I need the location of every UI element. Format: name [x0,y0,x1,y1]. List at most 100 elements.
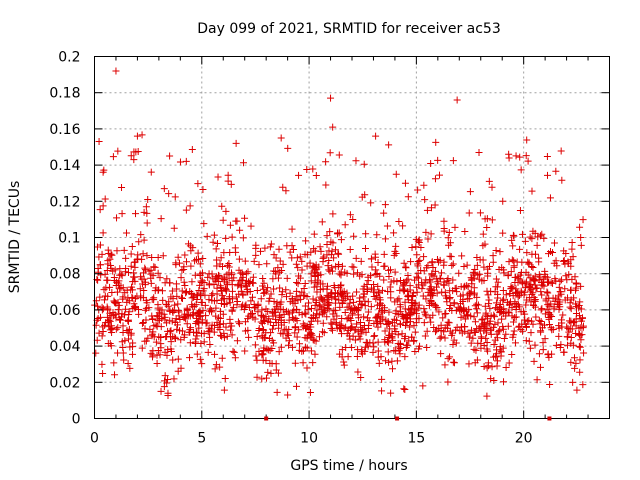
data-point [102,319,110,327]
data-point [284,331,292,339]
data-point [468,276,476,284]
data-point [403,313,411,321]
data-point [292,260,300,268]
data-point [199,254,207,262]
data-point [263,287,271,295]
data-point [194,249,202,257]
data-point [182,206,190,214]
data-point [499,297,507,305]
data-point [304,299,312,307]
data-point [96,261,104,269]
data-point [99,328,107,336]
data-point [459,296,467,304]
data-point [350,263,358,271]
data-point [537,288,545,296]
data-point [274,274,282,282]
data-point [182,157,190,165]
data-point [103,276,111,284]
data-point [114,349,122,357]
data-point [401,298,409,306]
data-point [473,305,481,313]
data-point [457,313,465,321]
data-point [493,283,501,291]
data-point [526,233,534,241]
data-point [92,297,100,305]
data-point [408,244,416,252]
data-point [572,286,580,294]
data-point [264,284,272,292]
data-point [140,287,148,295]
data-point [144,196,152,204]
data-point [538,230,546,238]
data-point [483,392,491,400]
data-point [168,287,176,295]
data-point [498,315,506,323]
data-point [326,149,334,157]
data-point [406,323,414,331]
data-point [130,258,138,266]
data-point-extreme [284,391,292,399]
data-point [459,306,467,314]
data-point [110,359,118,367]
data-point [439,314,447,322]
data-point [500,295,508,303]
data-point [274,264,282,272]
data-point [466,188,474,196]
data-point [154,346,162,354]
data-point [154,313,162,321]
data-point [490,376,498,384]
data-point [577,323,585,331]
data-point [516,206,524,214]
data-point [134,148,142,156]
data-point [494,319,502,327]
data-point [560,257,568,265]
x-tick-label: 20 [515,431,533,447]
data-point [171,333,179,341]
data-point [164,376,172,384]
data-point [328,264,336,272]
data-point [170,375,178,383]
data-point [340,361,348,369]
data-point [500,378,508,386]
data-point [323,285,331,293]
data-point [356,294,364,302]
data-point [252,251,260,259]
data-point [294,264,302,272]
data-point [135,238,143,246]
data-point [102,284,110,292]
data-point [112,314,120,322]
data-point [214,277,222,285]
data-point [444,378,452,386]
data-point [141,337,149,345]
data-point [367,199,375,207]
data-point [576,343,584,351]
data-point [404,292,412,300]
data-point [535,316,543,324]
data-point [249,279,257,287]
data-point [491,320,499,328]
data-point [519,308,527,316]
data-point [551,275,559,283]
data-point [206,333,214,341]
data-point [528,250,536,258]
data-point [196,260,204,268]
data-point [318,328,326,336]
data-point [195,319,203,327]
data-point [218,354,226,362]
data-point [554,296,562,304]
data-point [449,276,457,284]
data-point [395,218,403,226]
data-point [465,360,473,368]
data-point [324,262,332,270]
data-point [549,249,557,257]
data-point [512,152,520,160]
data-point [473,356,481,364]
data-point [200,330,208,338]
data-point [379,286,387,294]
data-point [538,291,546,299]
data-point [277,316,285,324]
data-point [115,310,123,318]
data-point [323,232,331,240]
data-point [202,312,210,320]
